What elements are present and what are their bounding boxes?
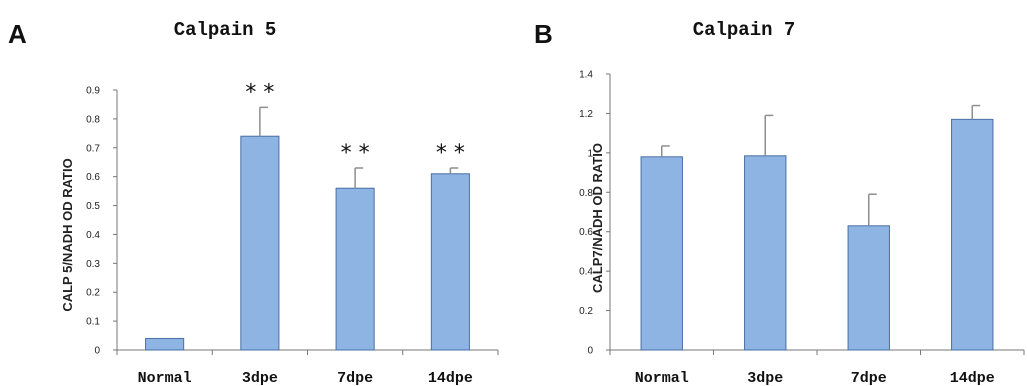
y-tick-label: 1.2 [579,109,593,120]
y-tick-label: 0.1 [86,317,100,328]
y-tick-label: 0.4 [579,267,593,278]
y-tick-label: 0.3 [86,259,100,270]
panel-letter-b: B [534,19,553,49]
chart-title-b: Calpain 7 [693,19,796,41]
x-tick-label: 3dpe [747,370,783,386]
bar-normal [640,156,683,351]
bar-3dpe [744,155,787,351]
x-tick-label: 14dpe [428,370,473,386]
bar-normal [145,337,185,351]
chart-title-a: Calpain 5 [174,19,277,41]
y-tick-label: 0.5 [86,201,100,212]
bar-7dpe [335,187,375,351]
x-tick-label: 7dpe [337,370,373,386]
y-tick-label: 0.7 [86,143,100,154]
y-tick-label: 0.2 [86,288,100,299]
y-axis-label-a: CALP 5/NADH OD RATIO [60,158,75,311]
panel-letter-a: A [8,19,27,49]
y-tick-label: 1 [587,148,593,159]
panel-a: A Calpain 5 CALP 5/NADH OD RATIO 0 0.1 0.2… [8,19,499,386]
bar-14dpe [951,118,994,351]
y-tick-label: 0 [587,346,593,357]
y-tick-label: 0 [94,346,100,357]
significance-marker: * * [436,141,465,166]
y-tick-label: 0.6 [579,227,593,238]
bar-14dpe [430,173,470,351]
bar-3dpe [240,135,280,351]
y-tick-label: 1.4 [579,70,593,81]
x-tick-label: Normal [635,370,689,386]
significance-marker: * * [341,141,370,166]
bar-7dpe [847,225,890,351]
y-tick-label: 0.8 [579,188,593,199]
y-tick-label: 0.4 [86,230,100,241]
x-tick-label: 3dpe [242,370,278,386]
y-tick-label: 0.2 [579,306,593,317]
y-tick-label: 0.9 [86,86,100,97]
y-tick-label: 0.6 [86,172,100,183]
y-tick-label: 0.8 [86,114,100,125]
panel-b: B Calpain 7 CALP7/NADH OD RATIO 0 0.2 0.4 0… [534,19,1025,386]
significance-marker: * * [245,80,274,105]
x-tick-label: 7dpe [851,370,887,386]
x-tick-label: 14dpe [950,370,995,386]
y-axis-label-b: CALP7/NADH OD RATIO [590,143,605,293]
x-tick-label: Normal [138,370,192,386]
